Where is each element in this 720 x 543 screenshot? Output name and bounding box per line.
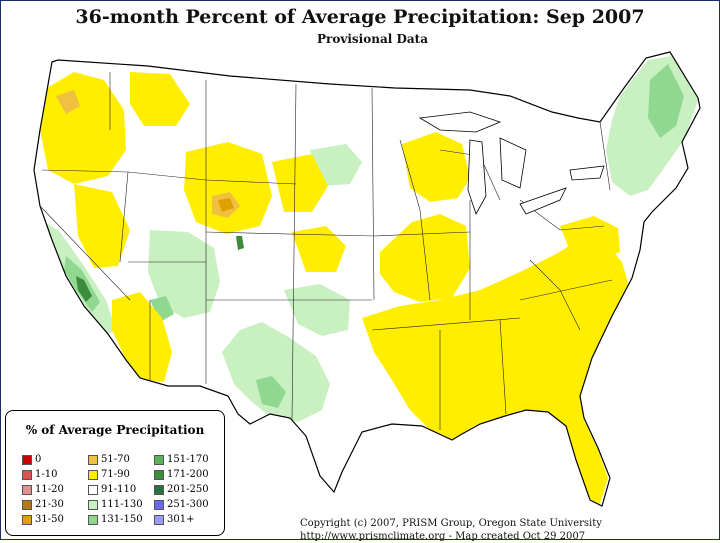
state-line xyxy=(119,171,129,263)
virginia-dry-region xyxy=(560,216,620,260)
legend-swatch xyxy=(154,515,164,525)
legend-swatch xyxy=(22,470,32,480)
wet-extreme-regions xyxy=(76,236,244,302)
legend-swatch xyxy=(22,455,32,465)
legend-label: 201-250 xyxy=(167,484,209,495)
us-outline xyxy=(33,51,701,507)
washington-dry-core xyxy=(56,90,80,114)
arizona-wet-core xyxy=(150,296,174,322)
wet-strong-regions xyxy=(64,64,684,408)
northern-plains-wet-region xyxy=(310,144,362,186)
legend-item: 91-110 xyxy=(88,483,154,497)
legend-swatch xyxy=(88,500,98,510)
credit-line: http://www.prismclimate.org - Map create… xyxy=(300,531,586,542)
state-line xyxy=(519,279,613,301)
legend-item: 71-90 xyxy=(88,468,154,482)
montana-dry-region xyxy=(130,72,190,126)
lake-ontario xyxy=(569,165,605,181)
lake-michigan xyxy=(467,139,487,215)
legend-label: 301+ xyxy=(167,514,195,525)
state-line xyxy=(371,87,375,301)
wyoming-dry-extreme xyxy=(218,198,234,212)
legend-item: 51-70 xyxy=(88,453,154,467)
legend-swatch xyxy=(154,470,164,480)
nebraska-dry-region xyxy=(292,226,346,272)
legend-label: 31-50 xyxy=(35,514,64,525)
legend-item: 31-50 xyxy=(22,513,88,527)
state-boundaries xyxy=(39,72,613,430)
state-line xyxy=(41,169,297,185)
legend-label: 1-10 xyxy=(35,469,58,480)
midwest-dry-region xyxy=(380,214,470,302)
dakotas-dry-region xyxy=(272,154,328,212)
legend-label: 251-300 xyxy=(167,499,209,510)
legend-item: 21-30 xyxy=(22,498,88,512)
legend-label: 11-20 xyxy=(35,484,64,495)
state-line xyxy=(399,139,421,211)
legend-label: 21-30 xyxy=(35,499,64,510)
state-line xyxy=(499,319,507,415)
legend-swatch xyxy=(88,455,98,465)
lake-erie xyxy=(519,187,567,215)
legend-item: 131-150 xyxy=(88,513,154,527)
dry-extreme-regions xyxy=(218,198,234,212)
sierra-wet-extreme xyxy=(76,276,92,302)
great-lakes xyxy=(418,111,605,215)
legend-item: 111-130 xyxy=(88,498,154,512)
maine-wet-core xyxy=(648,64,684,138)
state-line xyxy=(419,209,431,301)
wyoming-dry-region xyxy=(184,142,272,234)
legend-title: % of Average Precipitation xyxy=(25,423,205,437)
state-line xyxy=(529,259,581,331)
legend-item: 11-20 xyxy=(22,483,88,497)
legend-item: 301+ xyxy=(154,513,220,527)
legend-label: 151-170 xyxy=(167,454,209,465)
legend-swatch xyxy=(154,500,164,510)
legend-label: 71-90 xyxy=(101,469,130,480)
texas-wet-core xyxy=(256,376,286,408)
legend-item: 171-200 xyxy=(154,468,220,482)
state-line xyxy=(291,83,297,421)
state-line xyxy=(205,231,375,237)
map-title: 36-month Percent of Average Precipitatio… xyxy=(75,6,645,28)
legend-swatch xyxy=(88,485,98,495)
legend-swatch xyxy=(22,515,32,525)
state-line xyxy=(599,121,611,191)
oklahoma-wet-region xyxy=(284,284,350,336)
legend-item: 151-170 xyxy=(154,453,220,467)
legend-swatch xyxy=(22,500,32,510)
copyright-notice: Copyright (c) 2007, PRISM Group, Oregon … xyxy=(300,518,720,543)
state-line xyxy=(373,231,471,237)
state-line xyxy=(39,205,131,301)
utah-wet-extreme xyxy=(236,236,244,250)
legend-swatch xyxy=(154,455,164,465)
legend-swatch xyxy=(88,515,98,525)
legend-box: % of Average Precipitation 0 1-10 11-20 … xyxy=(5,410,225,536)
legend-item: 201-250 xyxy=(154,483,220,497)
lake-huron xyxy=(499,137,527,189)
legend-label: 171-200 xyxy=(167,469,209,480)
texas-wet-region xyxy=(222,322,330,422)
southeast-dry-region xyxy=(362,238,630,504)
legend-label: 91-110 xyxy=(101,484,137,495)
legend-swatch xyxy=(22,485,32,495)
legend-swatch xyxy=(88,470,98,480)
legend-label: 111-130 xyxy=(101,499,143,510)
legend-swatch xyxy=(154,485,164,495)
map-subtitle: Provisional Data xyxy=(317,32,428,46)
state-line xyxy=(371,317,521,331)
arizona-dry-region xyxy=(112,292,172,382)
legend-label: 131-150 xyxy=(101,514,143,525)
copyright-line: Copyright (c) 2007, PRISM Group, Oregon … xyxy=(300,518,602,529)
legend-item: 0 xyxy=(22,453,88,467)
legend-item: 1-10 xyxy=(22,468,88,482)
legend-label: 0 xyxy=(35,454,42,465)
lake-superior xyxy=(418,111,502,133)
legend-label: 51-70 xyxy=(101,454,130,465)
wisconsin-dry-region xyxy=(402,132,470,202)
nevada-dry-region xyxy=(74,184,130,268)
legend-item: 251-300 xyxy=(154,498,220,512)
